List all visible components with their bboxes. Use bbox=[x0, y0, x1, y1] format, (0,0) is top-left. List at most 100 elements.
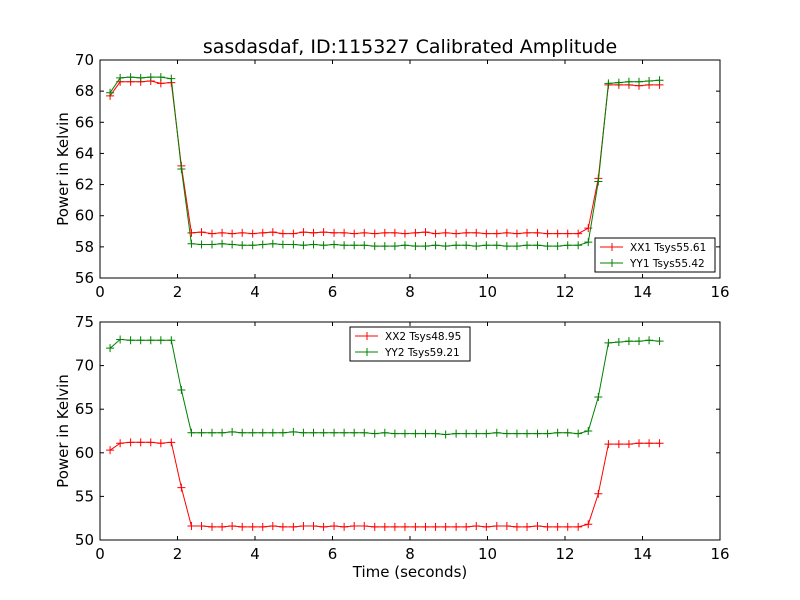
data-point-marker bbox=[390, 522, 399, 531]
data-point-marker bbox=[248, 241, 257, 250]
data-point-marker bbox=[604, 440, 613, 449]
data-point-marker bbox=[319, 522, 328, 531]
data-point-marker bbox=[502, 522, 511, 531]
data-point-marker bbox=[218, 522, 227, 531]
x-tick-label: 0 bbox=[95, 283, 105, 301]
x-tick-label: 16 bbox=[710, 545, 729, 563]
data-point-marker bbox=[533, 522, 542, 531]
data-point-marker bbox=[380, 228, 389, 237]
data-point-marker bbox=[207, 229, 216, 238]
data-point-marker bbox=[380, 522, 389, 531]
data-point-marker bbox=[655, 439, 664, 448]
data-point-marker bbox=[370, 522, 379, 531]
data-point-marker bbox=[431, 229, 440, 238]
data-point-marker bbox=[126, 336, 135, 345]
x-tick-label: 12 bbox=[555, 545, 574, 563]
data-point-marker bbox=[177, 165, 186, 173]
data-point-marker bbox=[167, 336, 176, 345]
data-point-marker bbox=[431, 522, 440, 531]
data-point-marker bbox=[492, 522, 501, 531]
data-point-marker bbox=[441, 242, 450, 251]
legend-marker bbox=[608, 259, 616, 267]
data-point-marker bbox=[268, 428, 277, 437]
data-point-marker bbox=[309, 522, 318, 531]
data-point-marker bbox=[594, 177, 603, 186]
data-point-marker bbox=[146, 438, 155, 447]
data-point-marker bbox=[574, 241, 583, 250]
data-point-marker bbox=[340, 228, 349, 237]
data-point-marker bbox=[136, 336, 145, 345]
data-point-marker bbox=[594, 392, 603, 401]
data-point-marker bbox=[604, 79, 613, 88]
data-point-marker bbox=[390, 429, 399, 438]
y-tick-label: 68 bbox=[75, 82, 94, 100]
data-point-marker bbox=[228, 240, 237, 249]
data-point-marker bbox=[462, 241, 471, 250]
data-point-marker bbox=[472, 429, 481, 438]
x-tick-label: 6 bbox=[328, 545, 338, 563]
data-point-marker bbox=[421, 429, 430, 438]
data-point-marker bbox=[563, 229, 572, 238]
data-point-marker bbox=[106, 88, 115, 97]
data-point-marker bbox=[431, 429, 440, 438]
y-tick-label: 75 bbox=[75, 313, 94, 331]
legend-box bbox=[349, 326, 471, 362]
data-point-marker bbox=[268, 522, 277, 531]
data-point-marker bbox=[156, 439, 165, 448]
data-point-marker bbox=[330, 240, 339, 249]
data-point-marker bbox=[197, 240, 206, 249]
data-point-marker bbox=[136, 438, 145, 447]
data-point-marker bbox=[553, 229, 562, 238]
data-point-marker bbox=[441, 430, 450, 439]
y-tick-label: 56 bbox=[75, 269, 94, 287]
data-point-marker bbox=[299, 522, 308, 531]
data-point-marker bbox=[614, 338, 623, 347]
data-point-marker bbox=[472, 242, 481, 251]
data-point-marker bbox=[574, 229, 583, 238]
data-point-marker bbox=[126, 438, 135, 447]
y-tick-label: 64 bbox=[75, 144, 94, 162]
data-point-marker bbox=[523, 228, 532, 237]
data-point-marker bbox=[319, 428, 328, 437]
data-point-marker bbox=[523, 429, 532, 438]
data-point-marker bbox=[563, 241, 572, 250]
data-point-marker bbox=[248, 229, 257, 238]
data-point-marker bbox=[472, 522, 481, 531]
data-point-marker bbox=[360, 241, 369, 250]
data-point-marker bbox=[400, 241, 409, 250]
data-point-marker bbox=[340, 522, 349, 531]
y-axis-label: Power in Kelvin bbox=[54, 374, 72, 488]
data-point-marker bbox=[390, 242, 399, 251]
data-point-marker bbox=[289, 522, 298, 531]
data-point-marker bbox=[258, 240, 267, 249]
data-point-marker bbox=[258, 522, 267, 531]
data-point-marker bbox=[330, 428, 339, 437]
data-point-marker bbox=[177, 483, 186, 492]
data-point-marker bbox=[228, 229, 237, 238]
data-point-marker bbox=[462, 522, 471, 531]
data-point-marker bbox=[584, 238, 593, 247]
data-point-marker bbox=[553, 522, 562, 531]
data-point-marker bbox=[380, 428, 389, 437]
data-point-marker bbox=[655, 76, 664, 85]
data-point-marker bbox=[411, 242, 420, 251]
data-point-marker bbox=[278, 229, 287, 238]
x-tick-label: 16 bbox=[710, 283, 729, 301]
data-point-marker bbox=[624, 337, 633, 346]
data-point-marker bbox=[146, 336, 155, 345]
data-point-marker bbox=[512, 522, 521, 531]
data-point-marker bbox=[452, 241, 461, 250]
y-tick-label: 62 bbox=[75, 176, 94, 194]
data-point-marker bbox=[543, 229, 552, 238]
data-point-marker bbox=[533, 429, 542, 438]
data-point-marker bbox=[248, 428, 257, 437]
data-point-marker bbox=[502, 429, 511, 438]
x-tick-label: 10 bbox=[478, 283, 497, 301]
x-tick-label: 12 bbox=[555, 283, 574, 301]
data-point-marker bbox=[400, 429, 409, 438]
data-point-marker bbox=[309, 240, 318, 249]
data-point-marker bbox=[370, 242, 379, 251]
data-point-marker bbox=[411, 228, 420, 237]
data-point-marker bbox=[624, 77, 633, 86]
data-point-marker bbox=[319, 241, 328, 250]
